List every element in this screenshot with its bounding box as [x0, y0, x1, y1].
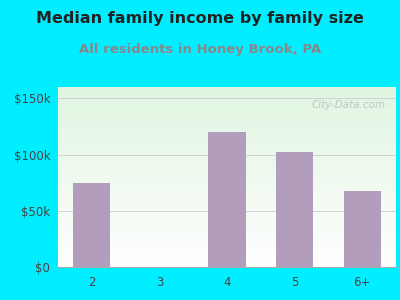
Text: Median family income by family size: Median family income by family size	[36, 11, 364, 26]
Bar	[344, 190, 381, 267]
Bar	[276, 152, 313, 267]
Bar	[208, 132, 246, 267]
Text: City-Data.com: City-Data.com	[312, 100, 386, 110]
Text: All residents in Honey Brook, PA: All residents in Honey Brook, PA	[79, 44, 321, 56]
Bar	[73, 183, 110, 267]
